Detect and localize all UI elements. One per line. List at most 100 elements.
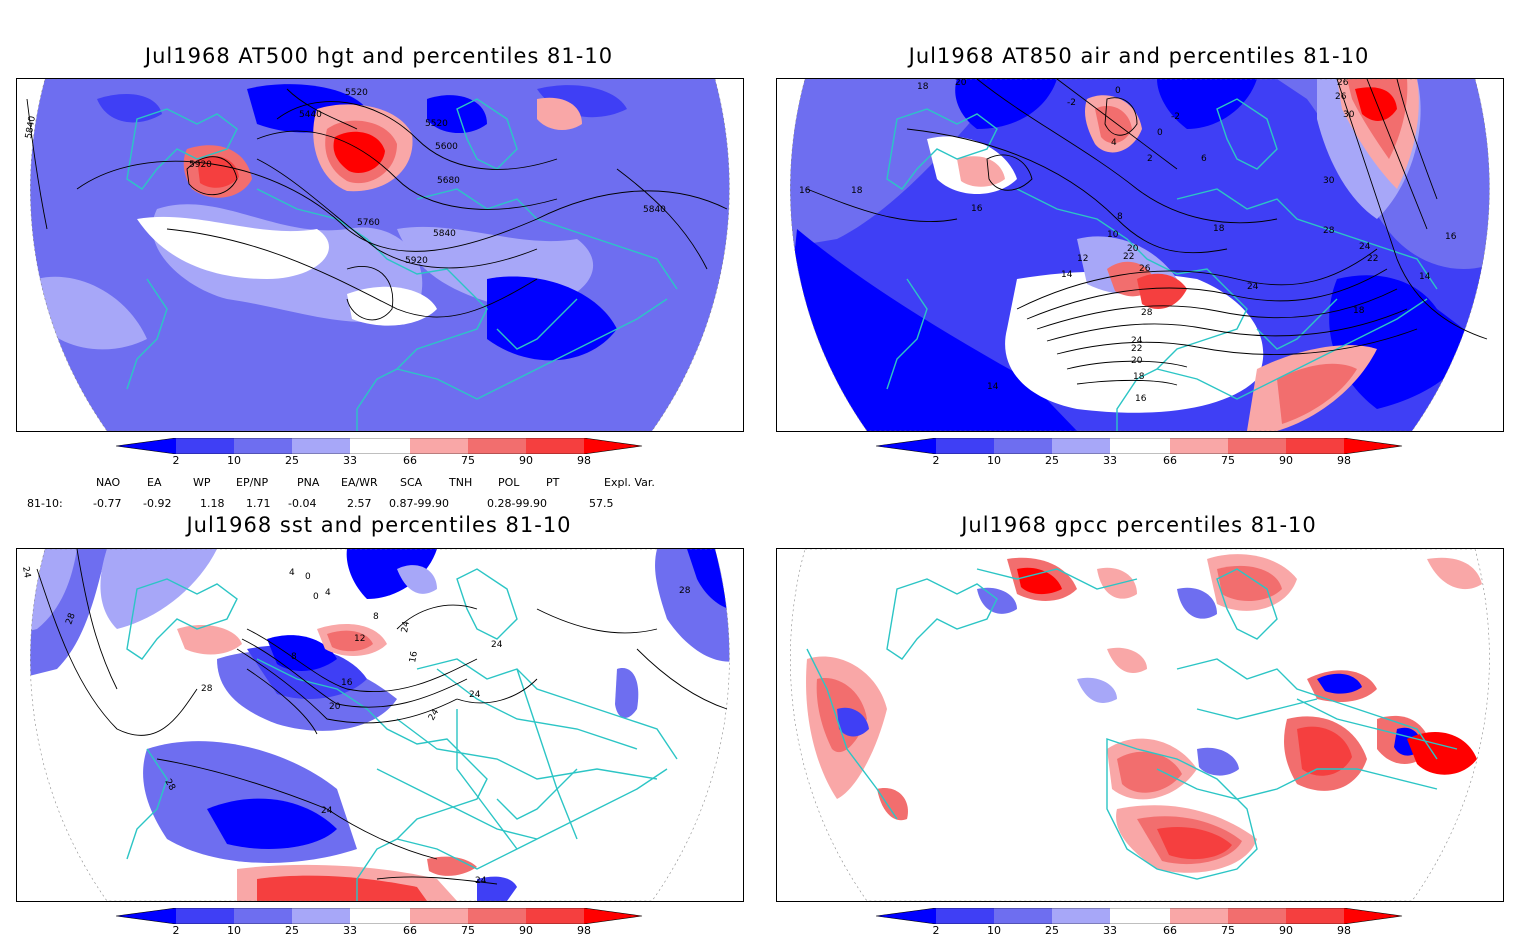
colorbar-label: 2 bbox=[172, 454, 180, 467]
contour-label: 24 bbox=[321, 806, 333, 816]
colorbar-label: 25 bbox=[285, 454, 299, 467]
index-header: NAO bbox=[96, 476, 121, 489]
contour-label: 26 bbox=[1139, 264, 1151, 274]
index-value: -0.77 bbox=[93, 497, 122, 510]
contour-label: 28 bbox=[1141, 308, 1153, 318]
index-header: EA/WR bbox=[341, 476, 378, 489]
index-value: 2.57 bbox=[347, 497, 372, 510]
colorbar-label: 10 bbox=[227, 924, 241, 937]
panel-title-p4: Jul1968 gpcc percentiles 81-10 bbox=[961, 513, 1317, 537]
colorbar-label: 33 bbox=[1103, 924, 1117, 937]
contour-label: 5920 bbox=[405, 256, 428, 266]
contour-label: 18 bbox=[1213, 224, 1225, 234]
contour-label: 20 bbox=[955, 79, 967, 88]
contour-label: 28 bbox=[679, 586, 691, 596]
colorbar-label: 25 bbox=[1045, 454, 1059, 467]
colorbar-label: 2 bbox=[932, 454, 940, 467]
index-header: Expl. Var. bbox=[604, 476, 655, 489]
panel-title-p3: Jul1968 sst and percentiles 81-10 bbox=[186, 513, 572, 537]
colorbar-label: 75 bbox=[461, 454, 475, 467]
colorbar-label: 98 bbox=[577, 454, 591, 467]
colorbar-label: 25 bbox=[1045, 924, 1059, 937]
colorbar-label: 2 bbox=[932, 924, 940, 937]
contour-label: 12 bbox=[1077, 254, 1088, 264]
index-value: 1.18 bbox=[200, 497, 225, 510]
colorbar-label: 90 bbox=[519, 924, 533, 937]
contour-label: 16 bbox=[341, 678, 353, 688]
contour-label: 0 bbox=[1115, 86, 1121, 96]
colorbar-label: 66 bbox=[403, 454, 417, 467]
colorbar-swatches bbox=[115, 437, 643, 455]
map-gpcc-svg bbox=[790, 549, 1490, 901]
contour-label: 6 bbox=[1201, 154, 1207, 164]
contour-label: 10 bbox=[1107, 230, 1119, 240]
index-value: 1.71 bbox=[246, 497, 271, 510]
colorbar-label: 75 bbox=[1221, 454, 1235, 467]
contour-label: 26 bbox=[1337, 79, 1349, 88]
colorbar-label: 75 bbox=[461, 924, 475, 937]
colorbar-label: 33 bbox=[343, 454, 357, 467]
colorbar-label: 90 bbox=[519, 454, 533, 467]
index-header: PNA bbox=[297, 476, 320, 489]
colorbar-label: 25 bbox=[285, 924, 299, 937]
colorbar-gpcc: 2 10 25 33 66 75 90 98 bbox=[875, 907, 1406, 937]
colorbar-label: 90 bbox=[1279, 924, 1293, 937]
map-sst-svg: 24 4 0 4 0 8 28 12 28 8 16 24 16 28 24 2… bbox=[20, 549, 730, 901]
colorbar-label: 66 bbox=[1163, 454, 1177, 467]
map-hgt500-svg: 5840 5520 5440 5520 5920 5600 5680 5760 … bbox=[24, 79, 730, 431]
contour-label: 24 bbox=[400, 620, 412, 633]
contour-label: 12 bbox=[354, 634, 365, 644]
colorbar-label: 10 bbox=[227, 454, 241, 467]
contour-label: 28 bbox=[64, 612, 77, 626]
colorbar-swatches bbox=[115, 907, 643, 925]
contour-label: 5840 bbox=[643, 205, 666, 215]
contour-label: 5440 bbox=[299, 110, 322, 120]
contour-label: 5600 bbox=[435, 142, 458, 152]
index-header: PT bbox=[546, 476, 560, 489]
panel-title-p2: Jul1968 AT850 air and percentiles 81-10 bbox=[908, 44, 1370, 68]
contour-label: 8 bbox=[291, 652, 297, 662]
contour-label: 24 bbox=[1131, 336, 1143, 346]
contour-label: 16 bbox=[1135, 394, 1147, 404]
contour-label: 24 bbox=[1359, 242, 1371, 252]
contour-label: 28 bbox=[201, 684, 213, 694]
colorbar-label: 33 bbox=[1103, 454, 1117, 467]
colorbar-label: 2 bbox=[172, 924, 180, 937]
index-value: 57.5 bbox=[589, 497, 614, 510]
index-value: -0.92 bbox=[143, 497, 172, 510]
contour-label: 30 bbox=[1343, 110, 1355, 120]
contour-label: 20 bbox=[1131, 356, 1143, 366]
contour-label: 28 bbox=[1323, 226, 1335, 236]
contour-label: 14 bbox=[1419, 272, 1431, 282]
colorbar-label: 90 bbox=[1279, 454, 1293, 467]
index-row-label: 81-10: bbox=[27, 497, 63, 510]
index-value: -0.04 bbox=[288, 497, 317, 510]
colorbar-label: 98 bbox=[577, 924, 591, 937]
colorbar-label: 98 bbox=[1337, 454, 1351, 467]
contour-label: -2 bbox=[1171, 112, 1180, 122]
colorbar-label: 10 bbox=[987, 924, 1001, 937]
contour-label: 2 bbox=[1147, 154, 1153, 164]
contour-label: 20 bbox=[329, 702, 341, 712]
contour-label: 0 bbox=[313, 592, 319, 602]
contour-label: 5920 bbox=[189, 160, 212, 170]
contour-label: 5520 bbox=[425, 119, 448, 129]
contour-label: 8 bbox=[373, 612, 379, 622]
colorbar-label: 66 bbox=[1163, 924, 1177, 937]
index-header: EA bbox=[147, 476, 162, 489]
map-panel-sst: 24 4 0 4 0 8 28 12 28 8 16 24 16 28 24 2… bbox=[16, 548, 744, 902]
index-header: EP/NP bbox=[236, 476, 269, 489]
index-header: SCA bbox=[400, 476, 423, 489]
colorbar-label: 98 bbox=[1337, 924, 1351, 937]
contour-label: -2 bbox=[1067, 98, 1076, 108]
contour-label: 24 bbox=[1247, 282, 1259, 292]
contour-label: 22 bbox=[1367, 254, 1378, 264]
colorbar-swatches bbox=[875, 437, 1403, 455]
panel-title-p1: Jul1968 AT500 hgt and percentiles 81-10 bbox=[144, 44, 614, 68]
contour-label: 5840 bbox=[24, 115, 38, 140]
index-value: 0.87-99.90 bbox=[389, 497, 449, 510]
contour-label: 0 bbox=[305, 572, 311, 582]
index-value: 0.28-99.90 bbox=[487, 497, 547, 510]
map-air850-svg: 18 20 -2 0 -2 0 26 26 30 4 2 6 16 18 30 … bbox=[790, 79, 1490, 431]
colorbar-sst: 2 10 25 33 66 75 90 98 bbox=[115, 907, 646, 937]
